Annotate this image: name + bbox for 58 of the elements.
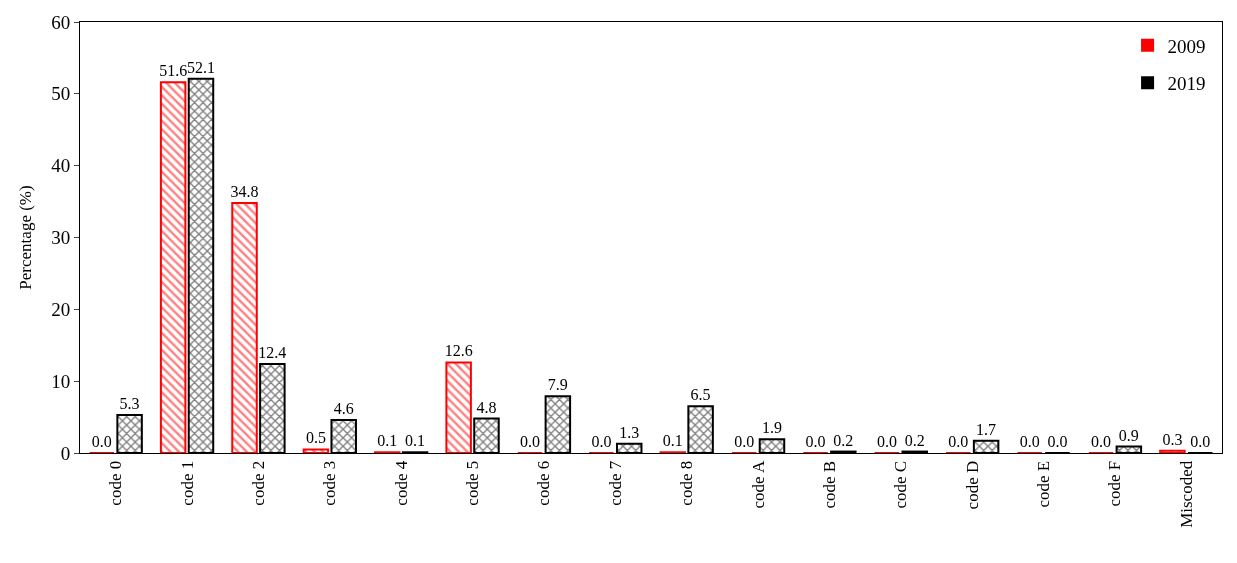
data-label: 0.0 (1091, 433, 1112, 450)
data-label: 0.0 (91, 433, 112, 450)
y-tick-label: 60 (51, 11, 71, 33)
x-tick-label: code D (962, 460, 982, 510)
x-tick-label: code 2 (248, 460, 268, 506)
data-label: 0.0 (1047, 433, 1068, 450)
data-label: 7.9 (547, 376, 568, 394)
legend-label: 2019 (1167, 73, 1206, 95)
y-tick-label: 30 (51, 227, 71, 249)
data-label: 0.0 (1019, 433, 1040, 450)
x-tick-label: code E (1034, 460, 1054, 508)
x-tick-label: Miscoded (1176, 460, 1196, 528)
x-tick-label: code B (819, 460, 839, 509)
data-label: 4.6 (333, 399, 354, 417)
x-tick-label: code C (891, 460, 911, 509)
x-tick-label: code 3 (320, 460, 340, 506)
x-tick-label: code 7 (605, 460, 625, 506)
data-label: 0.1 (405, 432, 426, 450)
data-label: 6.5 (690, 386, 711, 404)
data-label: 0.2 (904, 431, 925, 449)
data-label: 0.5 (305, 429, 326, 447)
x-tick-label: code 0 (106, 460, 126, 506)
data-label: 52.1 (186, 58, 215, 76)
data-label: 12.6 (444, 342, 473, 360)
data-label: 1.3 (619, 423, 640, 441)
x-tick-label: code 4 (391, 460, 411, 506)
data-label: 0.1 (662, 432, 683, 450)
y-tick-label: 10 (51, 370, 71, 392)
data-label: 51.6 (159, 62, 188, 80)
data-label: 0.9 (1118, 426, 1139, 444)
data-label: 0.0 (876, 433, 897, 450)
data-label: 0.0 (805, 433, 826, 450)
y-axis-title: Percentage (%) (15, 185, 35, 290)
data-label: 0.0 (1190, 433, 1211, 450)
data-label: 12.4 (258, 343, 287, 361)
x-tick-label: code A (748, 460, 768, 509)
data-label: 1.7 (976, 420, 997, 438)
data-label: 1.9 (761, 419, 782, 437)
data-label: 5.3 (119, 394, 140, 412)
y-tick-label: 50 (51, 83, 71, 105)
data-label: 0.3 (1162, 430, 1183, 448)
data-label: 0.0 (591, 433, 612, 450)
legend-label: 2009 (1167, 35, 1206, 57)
data-label: 34.8 (230, 183, 259, 201)
x-tick-label: code 6 (534, 460, 554, 506)
data-label: 0.0 (520, 433, 541, 450)
data-label: 0.0 (734, 433, 755, 450)
data-label: 0.0 (948, 433, 969, 450)
x-tick-label: code F (1105, 460, 1125, 507)
y-tick-label: 40 (51, 155, 71, 177)
y-tick-label: 0 (60, 442, 71, 464)
x-tick-label: code 8 (677, 460, 697, 506)
y-tick-label: 20 (51, 298, 71, 320)
data-label: 4.8 (476, 398, 497, 416)
x-tick-label: code 1 (177, 460, 197, 506)
data-label: 0.1 (377, 432, 398, 450)
data-label: 0.2 (833, 431, 854, 449)
x-tick-label: code 5 (463, 460, 483, 506)
